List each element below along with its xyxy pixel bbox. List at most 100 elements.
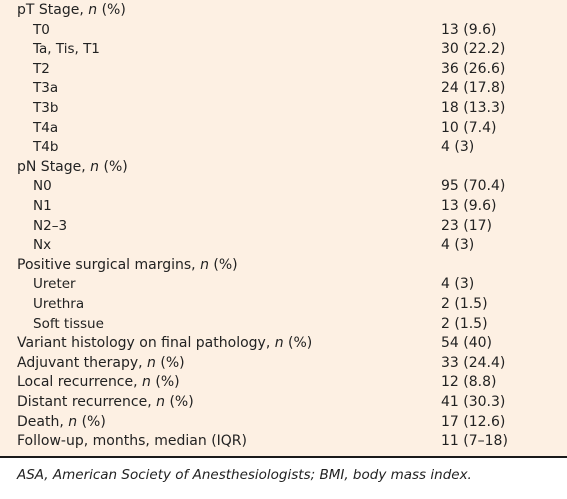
row-value: 18 (13.3) xyxy=(441,100,506,116)
row-label-suffix: (%) xyxy=(208,256,238,273)
row-value: 24 (17.8) xyxy=(441,80,506,97)
row-label-text: N1 xyxy=(33,198,52,214)
table-row: N1 13 (9.6) xyxy=(0,197,567,217)
row-label-italic: n xyxy=(88,2,98,18)
row-label: Variant histology on final pathology, n … xyxy=(17,334,312,354)
row-value: 95 (70.4) xyxy=(441,178,506,195)
row-label-suffix: (%) xyxy=(77,413,106,430)
table-row: Nx 4 (3) xyxy=(0,236,567,256)
row-label-text: Variant histology on final pathology, xyxy=(17,335,275,352)
table-row: N2–3 23 (17) xyxy=(0,217,567,237)
row-label-text: pN Stage, xyxy=(17,158,91,175)
row-value: 10 (7.4) xyxy=(441,119,497,136)
row-label-suffix: (%) xyxy=(155,354,185,371)
row-label-suffix: (%) xyxy=(99,158,128,175)
table-row: T3b 18 (13.3) xyxy=(0,99,567,119)
table-row: pT Stage, n (%) xyxy=(0,1,567,21)
table-row: Ta, Tis, T1 30 (22.2) xyxy=(0,40,567,60)
row-value: 23 (17) xyxy=(441,217,493,234)
row-label: Ureter xyxy=(33,275,76,295)
row-value: 13 (9.6) xyxy=(441,21,497,38)
data-table: pT Stage, n (%) T0 13 (9.6) Ta, Tis, T1 30 (… xyxy=(0,0,567,456)
row-value: 2 (1.5) xyxy=(441,315,488,332)
table-row: T0 13 (9.6) xyxy=(0,21,567,41)
row-label-text: Adjuvant therapy, xyxy=(17,354,148,371)
row-label: T4b xyxy=(33,138,58,158)
table-row: Positive surgical margins, n (%) xyxy=(0,256,567,276)
row-label: N1 xyxy=(33,197,52,217)
row-value: 17 (12.6) xyxy=(441,413,506,430)
row-label: N0 xyxy=(33,177,52,197)
row-label-text: Death, xyxy=(17,413,69,430)
row-label-italic: n xyxy=(147,354,156,371)
row-label-text: pT Stage, xyxy=(17,2,89,18)
row-label: Local recurrence, n (%) xyxy=(17,373,180,393)
row-label: N2–3 xyxy=(33,217,67,237)
row-value: 41 (30.3) xyxy=(441,394,506,410)
row-label-italic: n xyxy=(200,256,209,273)
row-label: T0 xyxy=(33,21,50,41)
row-label-text: T2 xyxy=(33,60,50,77)
table-row: Follow-up, months, median (IQR) 11 (7–18) xyxy=(0,432,567,452)
row-value: 2 (1.5) xyxy=(441,296,488,312)
row-label-text: Ta, Tis, T1 xyxy=(33,41,100,58)
row-value: 36 (26.6) xyxy=(441,60,506,77)
row-label-text: Urethra xyxy=(33,296,85,312)
row-label-italic: n xyxy=(90,158,100,175)
row-value: 30 (22.2) xyxy=(441,41,506,58)
row-label-text: N0 xyxy=(33,178,52,195)
row-label-suffix: (%) xyxy=(165,394,194,410)
row-label: T3a xyxy=(33,79,58,99)
table-footnote: ASA, American Society of Anesthesiologis… xyxy=(0,458,567,499)
table-row: Variant histology on final pathology, n … xyxy=(0,334,567,354)
row-label: T2 xyxy=(33,60,50,80)
row-label: Distant recurrence, n (%) xyxy=(17,393,194,413)
table-row: T3a 24 (17.8) xyxy=(0,79,567,99)
row-label: Adjuvant therapy, n (%) xyxy=(17,354,185,374)
row-label: Death, n (%) xyxy=(17,413,106,433)
row-label: T4a xyxy=(33,119,58,139)
row-label-text: Local recurrence, xyxy=(17,374,143,391)
row-label-suffix: (%) xyxy=(150,374,180,391)
row-label-suffix: (%) xyxy=(97,2,126,18)
row-label: Follow-up, months, median (IQR) xyxy=(17,432,247,452)
row-label-text: T3b xyxy=(33,100,59,116)
table-row: T2 36 (26.6) xyxy=(0,60,567,80)
row-label-italic: n xyxy=(274,335,284,352)
row-label-text: Nx xyxy=(33,237,52,254)
row-label: pN Stage, n (%) xyxy=(17,158,128,178)
row-value: 33 (24.4) xyxy=(441,354,506,371)
row-label-text: N2–3 xyxy=(33,217,68,234)
row-label-text: T4b xyxy=(33,139,59,156)
row-value: 12 (8.8) xyxy=(441,374,497,391)
row-label-italic: n xyxy=(142,374,151,391)
row-value: 4 (3) xyxy=(441,237,475,254)
row-label: T3b xyxy=(33,99,58,119)
table-row: Soft tissue 2 (1.5) xyxy=(0,315,567,335)
row-value: 54 (40) xyxy=(441,335,493,352)
row-label-text: T3a xyxy=(33,80,59,97)
row-label-italic: n xyxy=(68,413,78,430)
table-row: Urethra 2 (1.5) xyxy=(0,295,567,315)
row-label: Positive surgical margins, n (%) xyxy=(17,256,238,276)
row-label: Urethra xyxy=(33,295,84,315)
table-row: Distant recurrence, n (%) 41 (30.3) xyxy=(0,393,567,413)
row-value: 13 (9.6) xyxy=(441,198,497,214)
row-value: 4 (3) xyxy=(441,139,475,156)
footnote-text: ASA, American Society of Anesthesiologis… xyxy=(17,467,472,483)
row-label: pT Stage, n (%) xyxy=(17,1,126,21)
row-label: Ta, Tis, T1 xyxy=(33,40,100,60)
table-row: Adjuvant therapy, n (%) 33 (24.4) xyxy=(0,354,567,374)
table-row: T4a 10 (7.4) xyxy=(0,119,567,139)
table-row: Death, n (%) 17 (12.6) xyxy=(0,413,567,433)
row-label-text: Follow-up, months, median (IQR) xyxy=(17,433,247,450)
row-label-text: Distant recurrence, xyxy=(17,394,157,410)
table-row: T4b 4 (3) xyxy=(0,138,567,158)
table-divider xyxy=(0,456,567,458)
table-row: Local recurrence, n (%) 12 (8.8) xyxy=(0,373,567,393)
table-row: N0 95 (70.4) xyxy=(0,177,567,197)
row-label-text: T4a xyxy=(33,119,59,136)
row-label-text: Ureter xyxy=(33,276,76,293)
row-value: 4 (3) xyxy=(441,276,475,293)
row-label-italic: n xyxy=(156,394,166,410)
